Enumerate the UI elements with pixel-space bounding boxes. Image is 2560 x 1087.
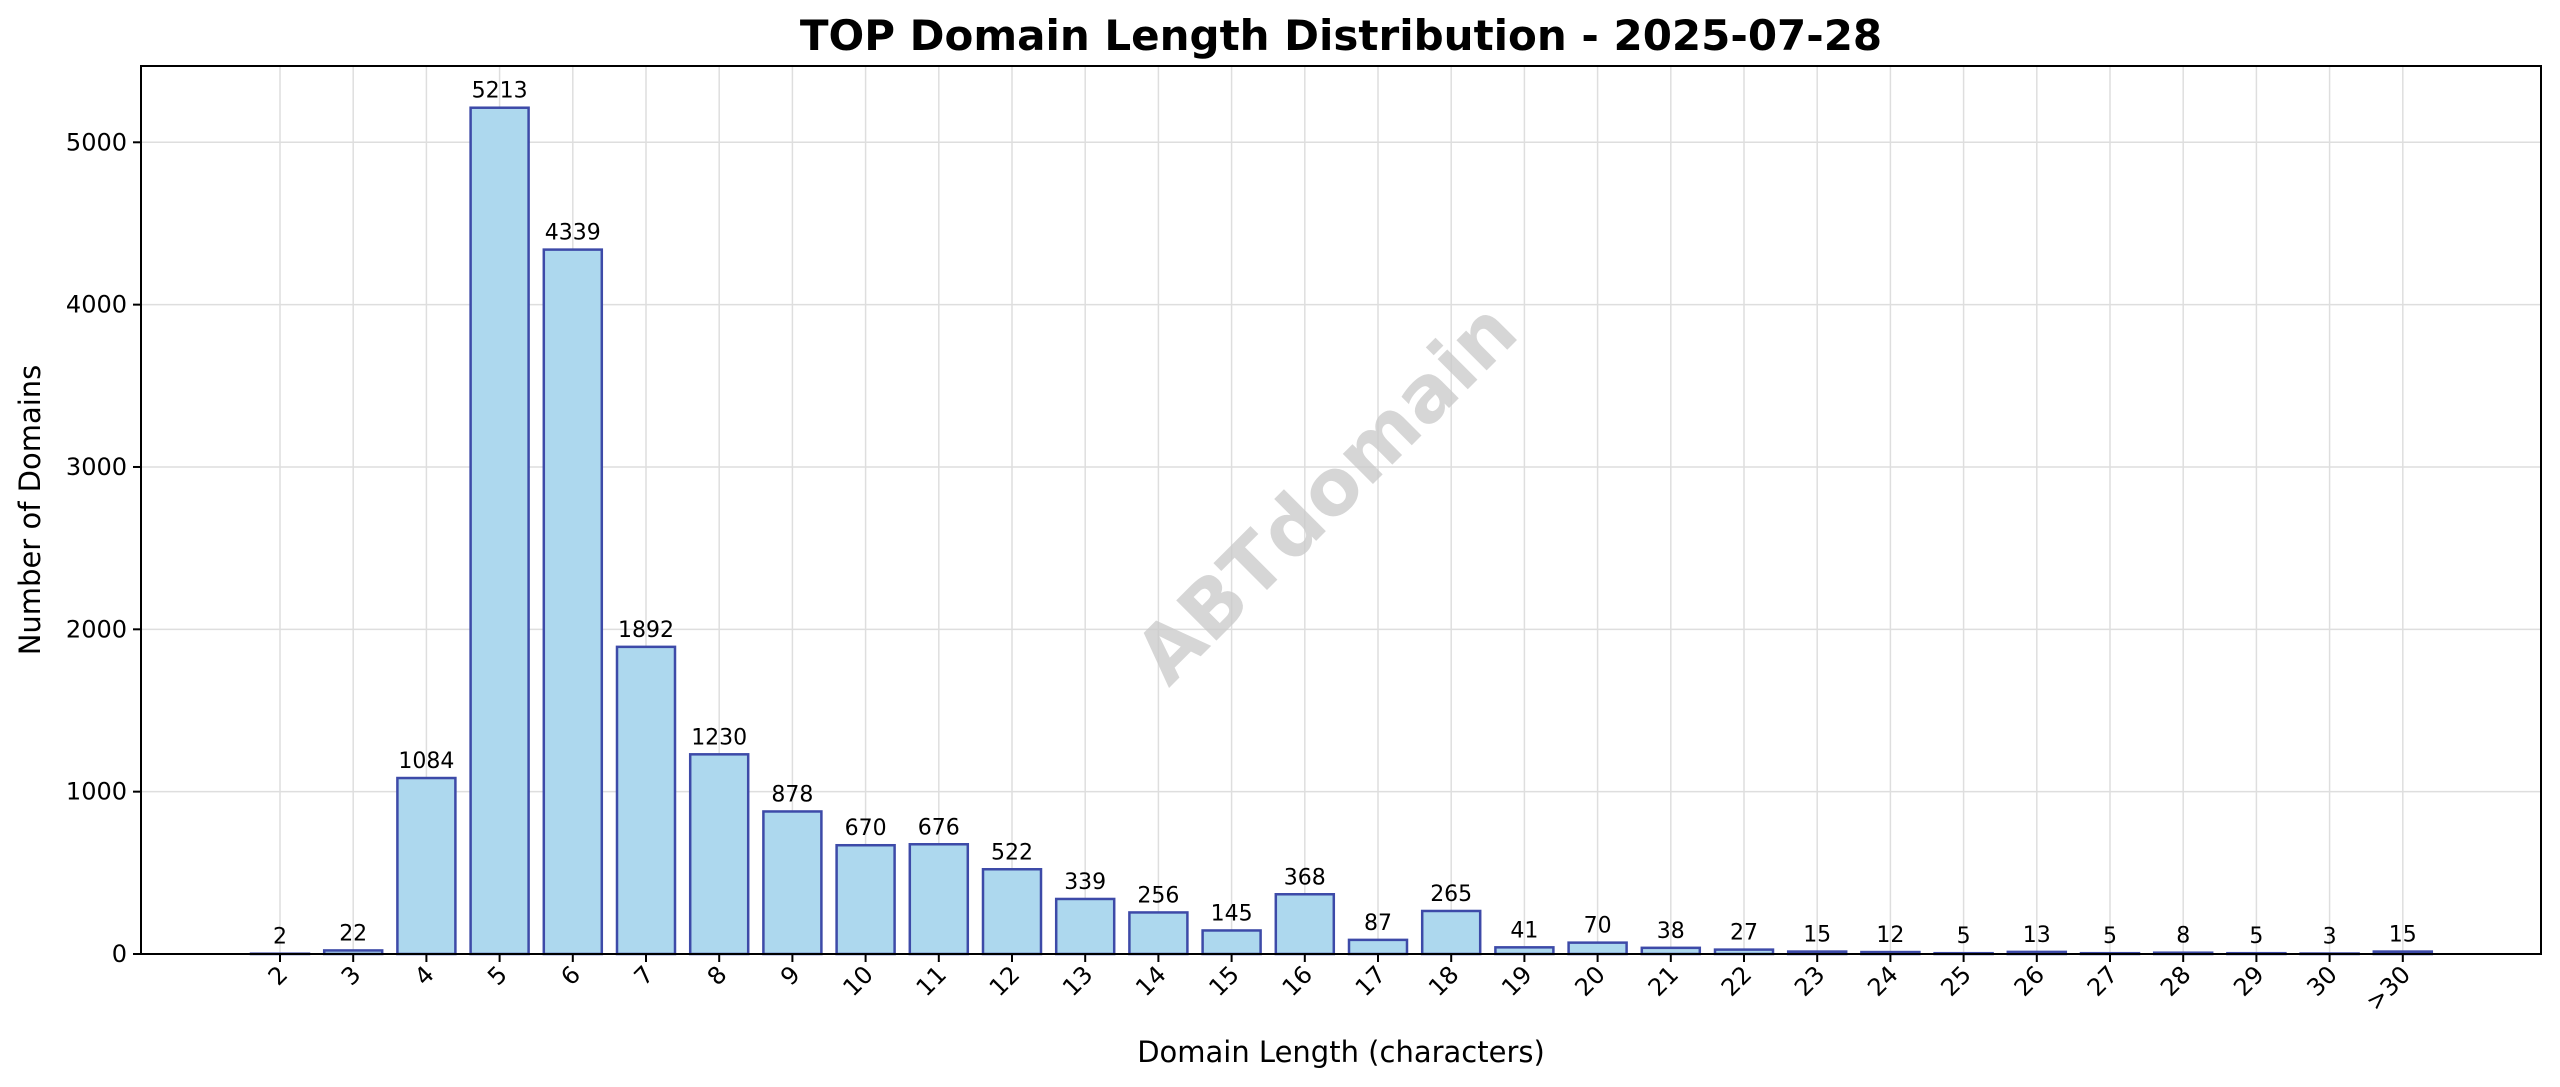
bar-value-label: 265	[1430, 882, 1472, 907]
y-axis-label: Number of Domains	[13, 365, 47, 656]
x-tick-label: 29	[2228, 960, 2269, 1001]
x-tick-label: >30	[2360, 960, 2416, 1016]
bar-value-label: 670	[845, 816, 887, 841]
x-tick-label: 30	[2301, 960, 2342, 1001]
x-tick-label: 2	[263, 960, 294, 991]
y-tick-label: 1000	[66, 778, 127, 806]
x-tick-label: 3	[336, 960, 367, 991]
bar-value-label: 145	[1211, 901, 1253, 926]
bar-value-label: 5213	[472, 79, 528, 104]
bar-value-label: 41	[1510, 918, 1538, 943]
bar-value-label: 4339	[545, 221, 601, 246]
bar	[396, 776, 457, 956]
bar-value-label: 2	[273, 925, 287, 950]
bar	[1567, 941, 1628, 956]
bar	[1274, 893, 1336, 956]
bar	[469, 106, 530, 956]
bar-value-label: 256	[1137, 883, 1179, 908]
bar	[688, 753, 750, 956]
bar	[981, 868, 1043, 956]
bar-value-label: 87	[1364, 911, 1392, 936]
x-tick-label: 23	[1789, 960, 1830, 1001]
x-tick-label: 19	[1496, 960, 1537, 1001]
bar-value-label: 5	[2103, 924, 2117, 949]
bar-value-label: 368	[1284, 865, 1326, 890]
bar	[542, 248, 604, 956]
x-tick-label: 17	[1350, 960, 1391, 1001]
bar-value-label: 1892	[618, 618, 674, 643]
bar	[835, 843, 896, 956]
x-tick-label: 24	[1862, 960, 1903, 1001]
y-tick-label: 5000	[66, 128, 127, 156]
x-tick-label: 10	[837, 960, 878, 1001]
bar-value-label: 15	[2389, 923, 2417, 948]
x-tick-label: 26	[2009, 960, 2050, 1001]
bar	[1201, 929, 1262, 956]
y-tick-label: 0	[112, 940, 127, 968]
bar	[762, 810, 823, 956]
plot-frame	[140, 65, 2542, 955]
bar-value-label: 1084	[398, 749, 454, 774]
x-axis: 2 3 4 5 6 7 8 9 10 11 12 13 14 15 16 17 18 19 20 21 22 23 24 25…	[263, 954, 2416, 1016]
chart-title: TOP Domain Length Distribution - 2025-07…	[800, 11, 1882, 60]
bar-value-label: 13	[2023, 923, 2051, 948]
x-tick-label: 9	[775, 960, 806, 991]
x-tick-label: 13	[1057, 960, 1098, 1001]
x-axis-label: Domain Length (characters)	[1137, 1035, 1545, 1069]
bar-value-label: 1230	[691, 725, 747, 750]
bar-value-label: 5	[2249, 924, 2263, 949]
bar-value-label: 522	[991, 840, 1033, 865]
x-tick-label: 12	[984, 960, 1025, 1001]
x-tick-label: 22	[1716, 960, 1757, 1001]
x-tick-label: 18	[1423, 960, 1464, 1001]
bar	[908, 843, 970, 956]
bar	[615, 645, 677, 956]
x-tick-label: 7	[629, 960, 660, 991]
y-axis: 0 1000 2000 3000 4000 5000	[66, 128, 141, 968]
y-tick-label: 2000	[66, 615, 127, 643]
x-tick-label: 5	[482, 960, 513, 991]
bar-value-label: 339	[1064, 870, 1106, 895]
x-tick-label: 21	[1643, 960, 1684, 1001]
x-tick-label: 28	[2155, 960, 2196, 1001]
grid-lines	[141, 66, 2541, 955]
x-tick-label: 11	[911, 960, 952, 1001]
bar	[1420, 909, 1482, 956]
bar-value-label: 38	[1657, 919, 1685, 944]
x-tick-label: 4	[409, 960, 440, 991]
y-tick-label: 4000	[66, 291, 127, 319]
x-tick-label: 20	[1569, 960, 1610, 1001]
x-tick-label: 14	[1130, 960, 1171, 1001]
x-tick-label: 25	[1935, 960, 1976, 1001]
x-tick-label: 15	[1203, 960, 1244, 1001]
watermark-text: ABTdomain	[1119, 286, 1535, 702]
x-tick-label: 16	[1277, 960, 1318, 1001]
bars	[249, 106, 2434, 956]
bar-value-label: 27	[1730, 921, 1758, 946]
bar-value-label: 22	[339, 921, 367, 946]
x-tick-label: 6	[555, 960, 586, 991]
bar-value-label: 5	[1957, 924, 1971, 949]
watermark-layer: ABTdomain	[1119, 286, 1535, 702]
bar-value-label: 3	[2323, 925, 2337, 950]
bar-value-label: 8	[2176, 924, 2190, 949]
x-tick-label: 27	[2082, 960, 2123, 1001]
bar-value-label: 70	[1584, 914, 1612, 939]
x-tick-label: 8	[702, 960, 733, 991]
bar-value-label: 676	[918, 815, 960, 840]
bar-value-label: 12	[1876, 923, 1904, 948]
bar-value-label: 878	[771, 782, 813, 807]
bar	[1054, 897, 1116, 956]
bar	[1128, 911, 1189, 956]
bar	[1347, 938, 1409, 956]
bar-value-label: 15	[1803, 923, 1831, 948]
y-tick-label: 3000	[66, 453, 127, 481]
